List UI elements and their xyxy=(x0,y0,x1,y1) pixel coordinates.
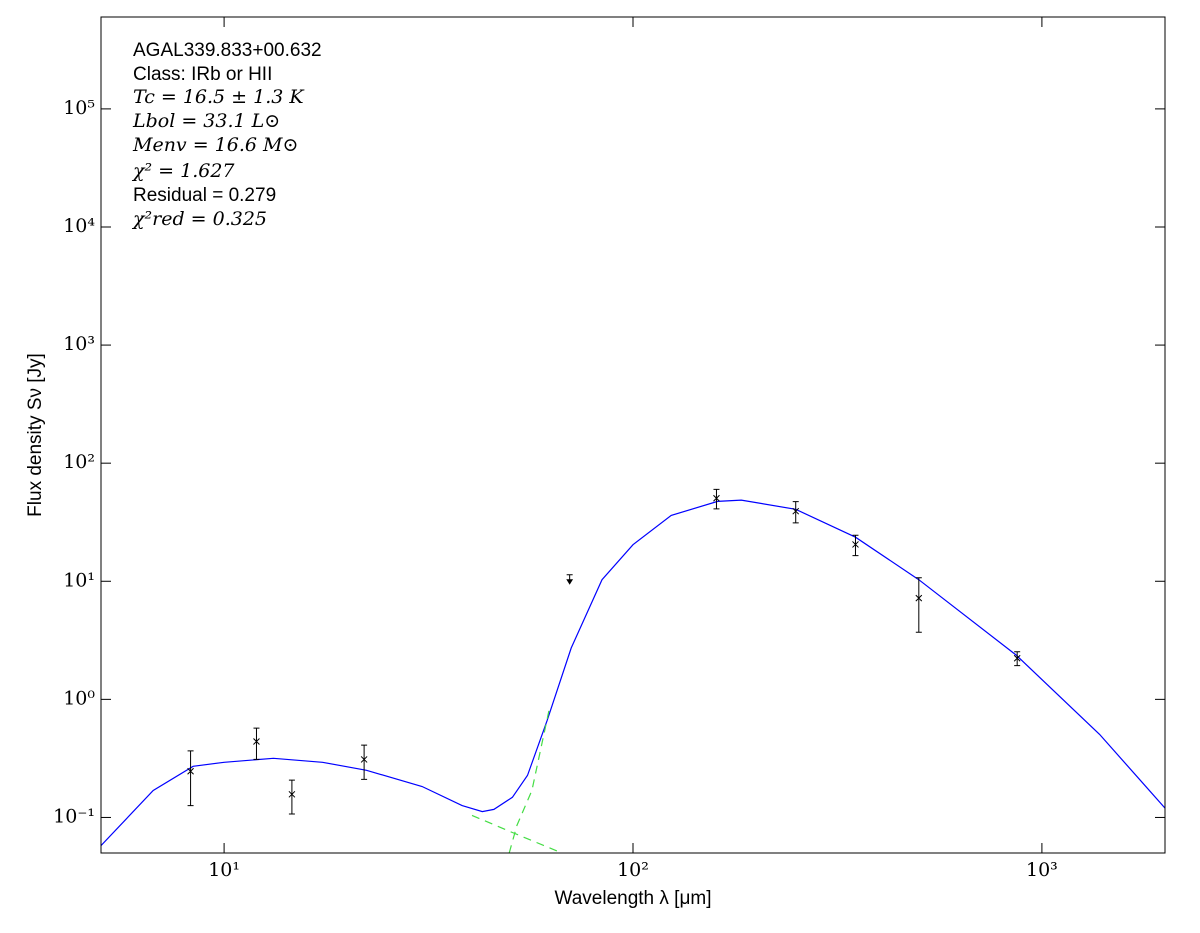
y-tick-label: 10⁵ xyxy=(63,97,95,119)
error-bar xyxy=(253,727,260,760)
annotation: AGAL339.833+00.632 xyxy=(133,40,322,61)
error-bar xyxy=(915,577,922,633)
error-bar xyxy=(792,501,799,524)
y-tick-label: 10⁴ xyxy=(63,215,95,237)
model-fit xyxy=(101,499,1165,847)
error-bar xyxy=(852,534,859,557)
x-tick-label: 10¹ xyxy=(208,859,240,881)
x-tick-label: 10³ xyxy=(1026,859,1058,881)
annotation: χ²red = 0.325 xyxy=(131,208,267,230)
annotation: Lbol = 33.1 L⊙ xyxy=(132,110,280,132)
y-tick-label: 10⁰ xyxy=(63,687,95,709)
y-axis-label: Flux density Sν [Jy] xyxy=(25,353,46,517)
data-point xyxy=(792,507,800,515)
error-bar xyxy=(288,779,295,815)
data-point xyxy=(187,767,194,775)
data-point xyxy=(360,756,368,763)
model-component xyxy=(471,814,563,853)
annotation: Residual = 0.279 xyxy=(133,185,276,206)
data-point xyxy=(288,790,296,798)
plot-area xyxy=(101,488,1165,853)
annotation: χ² = 1.627 xyxy=(131,160,235,182)
error-bar xyxy=(361,744,368,780)
data-point xyxy=(852,541,859,548)
annotation: Class: IRb or HII xyxy=(133,64,272,85)
upper-limit xyxy=(566,574,574,585)
error-bar xyxy=(187,750,194,807)
data-point xyxy=(1013,654,1021,662)
x-tick-label: 10² xyxy=(617,859,649,881)
data-point xyxy=(253,738,260,745)
annotation: Tc = 16.5 ± 1.3 K xyxy=(133,86,305,108)
y-tick-label: 10⁻¹ xyxy=(53,805,95,827)
y-tick-label: 10² xyxy=(63,451,95,473)
model-component xyxy=(508,705,551,853)
annotation: Menv = 16.6 M⊙ xyxy=(132,134,298,156)
y-tick-label: 10¹ xyxy=(63,569,95,591)
data-point xyxy=(915,594,923,602)
error-bar xyxy=(713,488,720,510)
data-point xyxy=(713,494,720,502)
y-tick-label: 10³ xyxy=(63,333,95,355)
x-axis-label: Wavelength λ [μm] xyxy=(554,888,711,909)
